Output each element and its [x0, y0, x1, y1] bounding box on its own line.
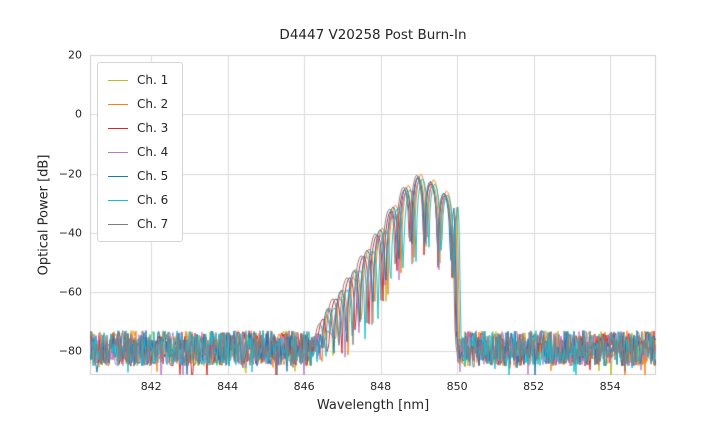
legend-line-swatch [108, 127, 128, 129]
legend-item: Ch. 3 [108, 116, 168, 140]
x-tick-label: 850 [446, 380, 468, 393]
chart-title: D4447 V20258 Post Burn-In [279, 27, 467, 43]
y-tick-label: 0 [75, 107, 82, 121]
y-tick-label: −20 [58, 167, 82, 181]
legend-item: Ch. 1 [108, 68, 168, 92]
legend-item: Ch. 4 [108, 140, 168, 164]
legend-line-swatch [108, 199, 128, 201]
x-tick-label: 854 [599, 380, 621, 393]
legend-item: Ch. 2 [108, 92, 168, 116]
legend-label: Ch. 1 [137, 73, 169, 87]
x-axis-label: Wavelength [nm] [316, 398, 430, 413]
legend-line-swatch [108, 223, 128, 225]
legend-line-swatch [108, 103, 128, 105]
legend-item: Ch. 5 [108, 164, 168, 188]
legend-line-swatch [108, 151, 128, 153]
x-tick-label: 846 [293, 380, 315, 393]
legend-label: Ch. 2 [137, 97, 169, 111]
legend-line-swatch [108, 175, 128, 177]
x-tick-label: 852 [523, 380, 545, 393]
legend: Ch. 1 Ch. 2 Ch. 3 Ch. 4 Ch. 5 Ch. 6 Ch. 7 [97, 62, 184, 242]
y-tick-label: 20 [68, 48, 82, 62]
legend-item: Ch. 7 [108, 212, 168, 236]
legend-label: Ch. 3 [137, 121, 169, 135]
legend-item: Ch. 6 [108, 188, 168, 212]
y-tick-label: −60 [58, 285, 82, 299]
legend-label: Ch. 7 [137, 217, 169, 231]
y-tick-label: −80 [58, 344, 82, 358]
legend-label: Ch. 5 [137, 169, 169, 183]
x-tick-label: 848 [370, 380, 392, 393]
legend-label: Ch. 6 [137, 193, 169, 207]
legend-line-swatch [108, 79, 128, 81]
x-tick-label: 844 [217, 380, 239, 393]
legend-label: Ch. 4 [137, 145, 169, 159]
y-tick-label: −40 [58, 226, 82, 240]
x-tick-label: 842 [140, 380, 162, 393]
